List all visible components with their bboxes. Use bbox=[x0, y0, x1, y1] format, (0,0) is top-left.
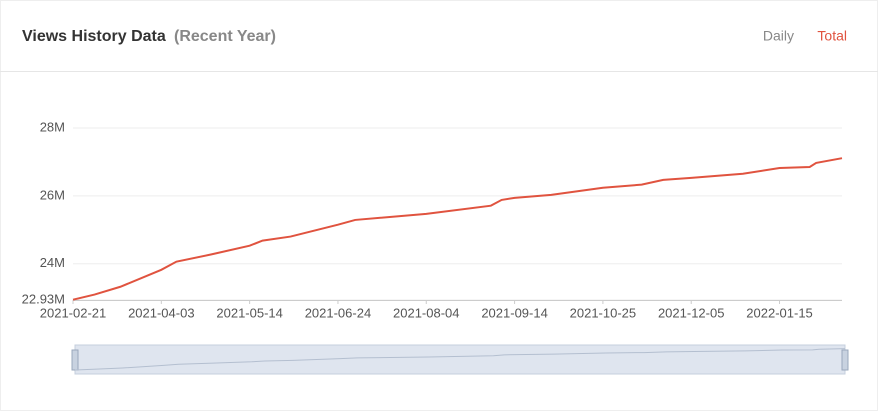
y-tick-label: 24M bbox=[40, 255, 65, 270]
zoom-preview-line bbox=[74, 348, 846, 371]
tab-daily[interactable]: Daily bbox=[763, 28, 794, 44]
x-tick-label: 2021-04-03 bbox=[128, 305, 195, 320]
y-tick-label: 22.93M bbox=[22, 291, 65, 306]
y-tick-label: 26M bbox=[40, 187, 65, 202]
zoom-handle-left[interactable] bbox=[71, 349, 79, 371]
x-tick-label: 2022-01-15 bbox=[746, 305, 813, 320]
y-tick-label: 28M bbox=[40, 119, 65, 134]
subtitle: (Recent Year) bbox=[174, 28, 276, 45]
x-tick-label: 2021-02-21 bbox=[40, 305, 107, 320]
x-tick-label: 2021-09-14 bbox=[481, 305, 548, 320]
tab-total[interactable]: Total bbox=[817, 28, 847, 44]
zoom-handle-right[interactable] bbox=[841, 349, 849, 371]
title: Views History Data bbox=[22, 28, 166, 45]
x-tick-label: 2021-05-14 bbox=[216, 305, 283, 320]
zoom-slider[interactable] bbox=[74, 344, 846, 375]
x-tick-label: 2021-12-05 bbox=[658, 305, 725, 320]
x-tick-label: 2021-08-04 bbox=[393, 305, 460, 320]
x-tick-label: 2021-10-25 bbox=[570, 305, 637, 320]
series-line bbox=[72, 157, 843, 301]
x-tick-label: 2021-06-24 bbox=[305, 305, 372, 320]
